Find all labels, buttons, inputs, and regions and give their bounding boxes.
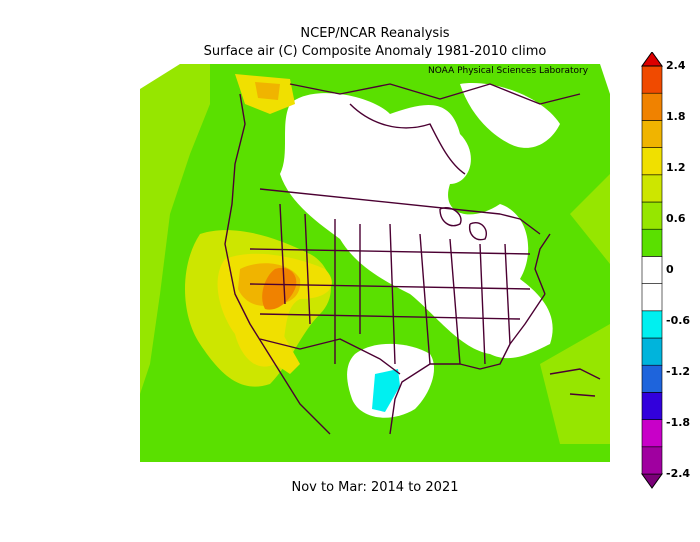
colorbar-tick-label: 0.6 [666,212,686,225]
colorbar-segment [641,446,663,475]
colorbar-arrow-low [641,473,663,489]
colorbar-segment [641,310,663,339]
anomaly-region-red-orange-sw [262,267,297,310]
anomaly-region-cyan-texas [372,369,400,412]
plot-mask-top-left [140,64,180,89]
map-boundaries [224,83,601,435]
map-title: NCEP/NCAR Reanalysis [300,26,450,41]
great-lakes [439,207,487,241]
colorbar-segment [641,419,663,448]
us-mexico-border [259,338,401,375]
canada-arctic-coast [289,83,581,105]
colorbar-tick-label: -0.6 [666,314,691,327]
colorbar-segment [641,228,663,257]
colorbar-segment [641,283,663,312]
colorbar-segment [641,392,663,420]
anomaly-region-light-green-east [570,174,610,264]
west-coast [224,93,331,435]
colorbar-segment [641,256,663,284]
date-range-caption: Nov to Mar: 2014 to 2021 [291,480,459,495]
colorbar-segment [641,92,663,121]
colorbar-tick-label: -1.8 [666,416,691,429]
anomaly-region-white-north [280,93,553,359]
colorbar-segment [641,364,663,393]
map-subtitle: Surface air (C) Composite Anomaly 1981-2… [203,44,547,59]
us-canada-border [259,188,541,235]
gulf-coast [389,293,546,435]
anomaly-region-yellow-gulf-of-california [250,319,300,374]
colorbar-tick-label: 1.8 [666,110,686,123]
east-coast [534,233,551,295]
colorbar-tick-label: -2.4 [666,467,691,480]
plot-mask-top-right [600,64,610,94]
hudson-bay-coast [349,103,466,175]
colorbar-segment [641,120,663,148]
anomaly-region-light-green-west [140,64,210,394]
colorbar-segment [641,337,663,366]
anomaly-region-light-green-se [540,324,610,444]
state-lines-horizontal [249,248,531,320]
credit-text: NOAA Physical Sciences Laboratory [428,66,589,76]
state-lines-west [279,203,361,364]
anomaly-region-white-northeast [460,83,560,148]
colorbar-tick-label: 2.4 [666,59,686,72]
colorbar-segment [641,201,663,230]
state-lines-east [389,223,511,365]
colorbar-segment [641,174,663,203]
colorbar-tick-label: 1.2 [666,161,686,174]
colorbar-arrow-high [641,52,663,67]
caribbean-islands [549,368,601,397]
anomaly-region-orange-nw [255,82,280,100]
colorbar-segment [641,147,663,176]
colorbar [641,52,663,489]
colorbar-tick-label: 0 [666,263,674,276]
anomaly-map [140,64,610,462]
colorbar-segment [641,65,663,94]
colorbar-tick-label: -1.2 [666,365,691,378]
